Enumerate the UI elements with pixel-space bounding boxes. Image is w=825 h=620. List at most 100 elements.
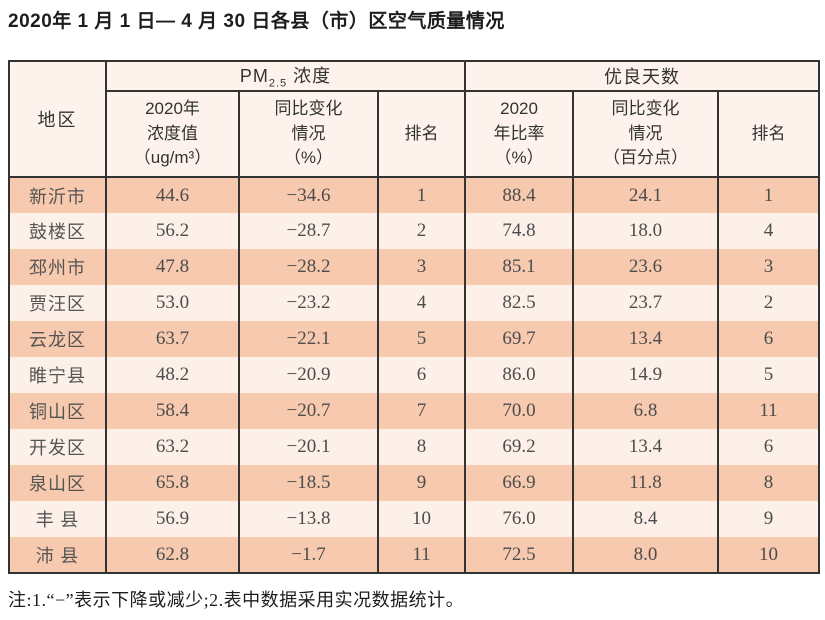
region-cell: 新沂市 <box>8 177 107 213</box>
table-row: 云龙区 63.7 −22.1 5 69.7 13.4 6 <box>8 321 821 357</box>
pm-change-cell: −22.1 <box>238 321 379 357</box>
header-group-pm25: PM2.5 浓度 <box>104 60 467 92</box>
pm-rank-cell: 1 <box>376 177 467 213</box>
days-rate-cell: 74.8 <box>464 213 575 249</box>
pm-change-cell: −18.5 <box>238 465 379 501</box>
pm-value-cell: 56.2 <box>105 213 240 249</box>
pm-change-cell: −20.7 <box>238 393 379 429</box>
pm-change-cell: −34.6 <box>238 177 379 213</box>
region-cell: 贾汪区 <box>8 285 107 321</box>
days-rank-cell: 4 <box>717 213 821 249</box>
table-row: 新沂市 44.6 −34.6 1 88.4 24.1 1 <box>8 177 821 213</box>
days-change-cell: 18.0 <box>572 213 720 249</box>
pm-rank-cell: 2 <box>376 213 467 249</box>
days-change-cell: 6.8 <box>572 393 720 429</box>
header-pm-rank: 排名 <box>376 90 467 178</box>
header-pm-concentration-2020: 2020年 浓度值 （ug/m³） <box>105 90 240 178</box>
pm-value-cell: 56.9 <box>105 501 240 537</box>
days-change-cell: 8.4 <box>572 501 720 537</box>
pm-rank-cell: 5 <box>376 321 467 357</box>
table-row: 丰 县 56.9 −13.8 10 76.0 8.4 9 <box>8 501 821 537</box>
table-row: 睢宁县 48.2 −20.9 6 86.0 14.9 5 <box>8 357 821 393</box>
region-cell: 睢宁县 <box>8 357 107 393</box>
pm-change-cell: −1.7 <box>238 537 379 573</box>
days-rank-cell: 6 <box>717 321 821 357</box>
days-rate-cell: 72.5 <box>464 537 575 573</box>
pm-value-cell: 53.0 <box>105 285 240 321</box>
days-rate-cell: 86.0 <box>464 357 575 393</box>
header-days-rank: 排名 <box>717 90 821 178</box>
region-cell: 铜山区 <box>8 393 107 429</box>
header-region: 地区 <box>8 60 107 178</box>
days-change-cell: 11.8 <box>572 465 720 501</box>
days-rate-cell: 85.1 <box>464 249 575 285</box>
days-rank-cell: 8 <box>717 465 821 501</box>
region-cell: 沛 县 <box>8 537 107 573</box>
table-row: 沛 县 62.8 −1.7 11 72.5 8.0 10 <box>8 537 821 573</box>
days-change-cell: 14.9 <box>572 357 720 393</box>
pm-rank-cell: 8 <box>376 429 467 465</box>
table-row: 鼓楼区 56.2 −28.7 2 74.8 18.0 4 <box>8 213 821 249</box>
pm-change-cell: −13.8 <box>238 501 379 537</box>
table-body: 新沂市 44.6 −34.6 1 88.4 24.1 1 鼓楼区 56.2 −2… <box>8 177 821 573</box>
pm-value-cell: 65.8 <box>105 465 240 501</box>
pm-change-cell: −28.7 <box>238 213 379 249</box>
pm-rank-cell: 10 <box>376 501 467 537</box>
pm-value-cell: 58.4 <box>105 393 240 429</box>
table-row: 贾汪区 53.0 −23.2 4 82.5 23.7 2 <box>8 285 821 321</box>
page-title: 2020年 1 月 1 日— 4 月 30 日各县（市）区空气质量情况 <box>8 11 505 32</box>
days-change-cell: 23.7 <box>572 285 720 321</box>
days-rate-cell: 82.5 <box>464 285 575 321</box>
days-rank-cell: 1 <box>717 177 821 213</box>
days-change-cell: 8.0 <box>572 537 720 573</box>
pm-change-cell: −20.1 <box>238 429 379 465</box>
region-cell: 邳州市 <box>8 249 107 285</box>
days-rate-cell: 69.7 <box>464 321 575 357</box>
pm-label-subscript: 2.5 <box>268 77 288 90</box>
pm-rank-cell: 3 <box>376 249 467 285</box>
region-cell: 丰 县 <box>8 501 107 537</box>
region-cell: 云龙区 <box>8 321 107 357</box>
pm-rank-cell: 6 <box>376 357 467 393</box>
region-cell: 鼓楼区 <box>8 213 107 249</box>
days-rank-cell: 3 <box>717 249 821 285</box>
days-change-cell: 13.4 <box>572 321 720 357</box>
air-quality-table: 地区 PM2.5 浓度 优良天数 2020年 浓度值 （ug/m³） 同比变化 … <box>8 60 821 574</box>
footnote: 注:1.“−”表示下降或减少;2.表中数据采用实况数据统计。 <box>8 590 465 610</box>
days-change-cell: 13.4 <box>572 429 720 465</box>
days-rank-cell: 2 <box>717 285 821 321</box>
table-row: 铜山区 58.4 −20.7 7 70.0 6.8 11 <box>8 393 821 429</box>
days-rank-cell: 5 <box>717 357 821 393</box>
pm-value-cell: 62.8 <box>105 537 240 573</box>
days-rate-cell: 76.0 <box>464 501 575 537</box>
table-row: 泉山区 65.8 −18.5 9 66.9 11.8 8 <box>8 465 821 501</box>
region-cell: 开发区 <box>8 429 107 465</box>
days-change-cell: 24.1 <box>572 177 720 213</box>
pm-rank-cell: 11 <box>376 537 467 573</box>
pm-value-cell: 63.2 <box>105 429 240 465</box>
pm-label-prefix: PM <box>239 66 269 87</box>
pm-value-cell: 44.6 <box>105 177 240 213</box>
pm-label-suffix: 浓度 <box>287 66 332 87</box>
days-change-cell: 23.6 <box>572 249 720 285</box>
pm-rank-cell: 9 <box>376 465 467 501</box>
pm-rank-cell: 7 <box>376 393 467 429</box>
header-pm-yoy-change: 同比变化 情况 （%） <box>238 90 379 178</box>
table-row: 开发区 63.2 −20.1 8 69.2 13.4 6 <box>8 429 821 465</box>
days-rank-cell: 11 <box>717 393 821 429</box>
header-group-good-days: 优良天数 <box>464 60 821 92</box>
table-row: 邳州市 47.8 −28.2 3 85.1 23.6 3 <box>8 249 821 285</box>
header-days-rate-2020: 2020 年比率 （%） <box>464 90 575 178</box>
pm-value-cell: 47.8 <box>105 249 240 285</box>
table-header: 地区 PM2.5 浓度 优良天数 2020年 浓度值 （ug/m³） 同比变化 … <box>8 60 821 178</box>
pm-change-cell: −23.2 <box>238 285 379 321</box>
days-rate-cell: 69.2 <box>464 429 575 465</box>
days-rank-cell: 10 <box>717 537 821 573</box>
header-days-yoy-change: 同比变化 情况 （百分点） <box>572 90 720 178</box>
region-cell: 泉山区 <box>8 465 107 501</box>
days-rank-cell: 9 <box>717 501 821 537</box>
pm-change-cell: −28.2 <box>238 249 379 285</box>
pm-rank-cell: 4 <box>376 285 467 321</box>
pm-value-cell: 63.7 <box>105 321 240 357</box>
pm-change-cell: −20.9 <box>238 357 379 393</box>
